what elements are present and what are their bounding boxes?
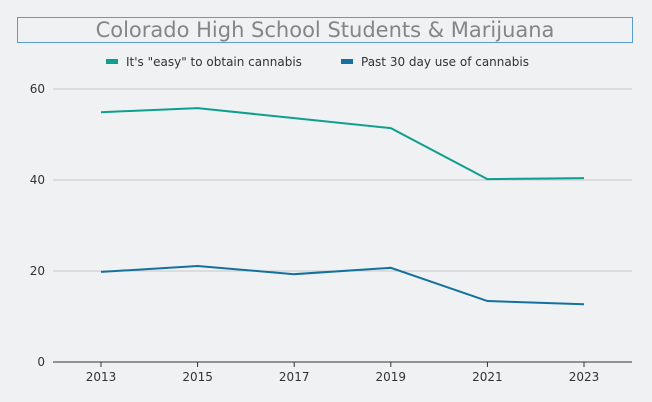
y-tick-label: 60 — [30, 82, 45, 96]
legend-swatch — [341, 59, 353, 64]
x-tick-label: 2017 — [279, 370, 310, 384]
y-tick-label: 20 — [30, 264, 45, 278]
chart-title: Colorado High School Students & Marijuan… — [17, 17, 633, 43]
y-tick-label: 0 — [37, 355, 45, 369]
legend-label: It's "easy" to obtain cannabis — [126, 55, 302, 69]
legend-label: Past 30 day use of cannabis — [361, 55, 529, 69]
x-tick-label: 2023 — [569, 370, 600, 384]
series-line-0 — [100, 107, 585, 181]
x-tick-label: 2015 — [182, 370, 213, 384]
x-tick-label: 2019 — [376, 370, 407, 384]
series-line-1 — [100, 264, 585, 306]
x-tick-label: 2021 — [472, 370, 503, 384]
legend-swatch — [106, 59, 118, 64]
y-tick-label: 40 — [30, 173, 45, 187]
x-tick-label: 2013 — [86, 370, 117, 384]
